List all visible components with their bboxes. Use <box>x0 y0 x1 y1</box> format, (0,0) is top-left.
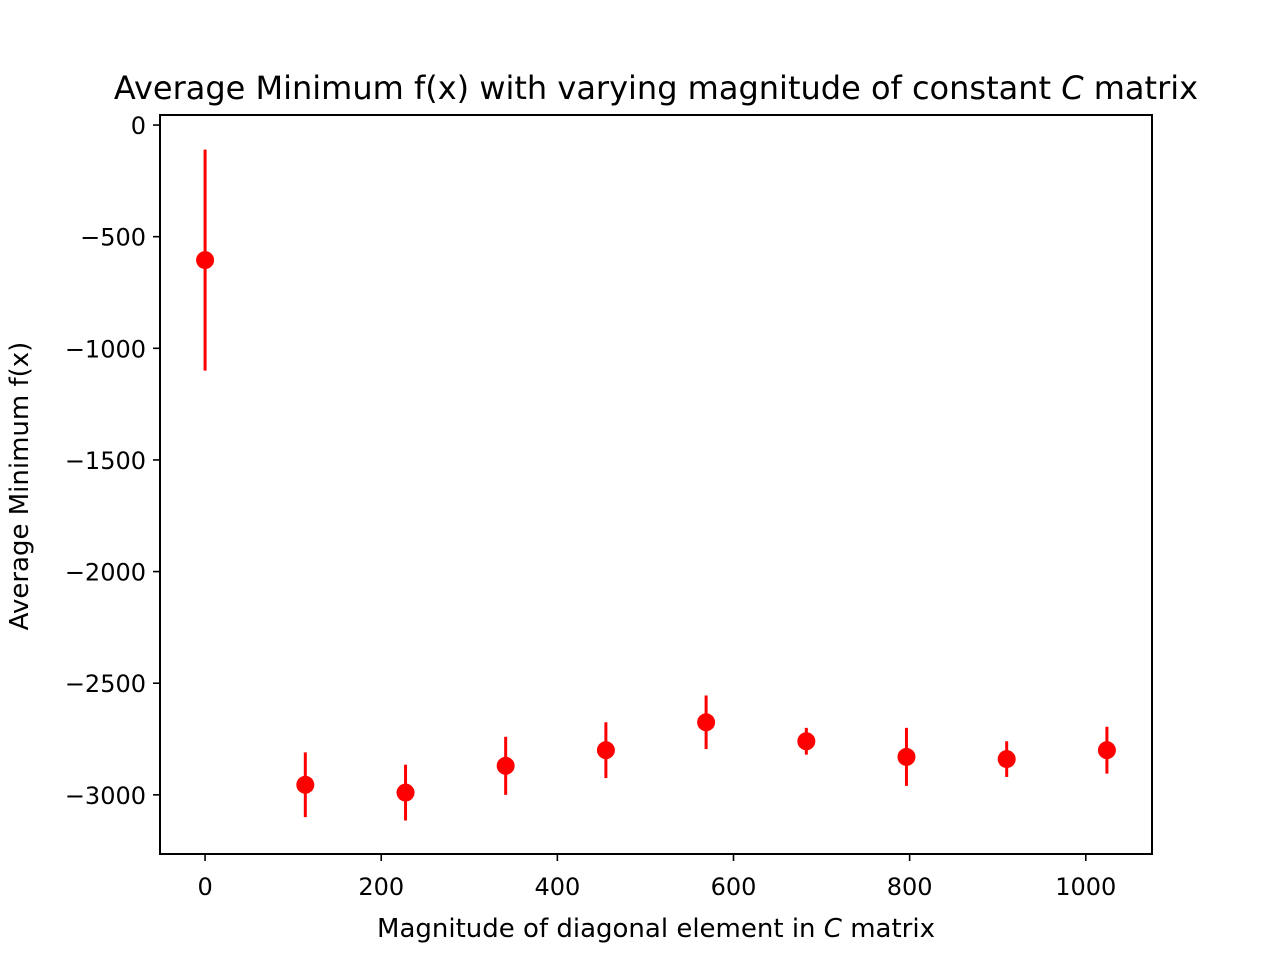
y-tick-label: −2500 <box>65 670 146 698</box>
y-tick-label: −3000 <box>65 782 146 810</box>
chart-title-suffix: matrix <box>1084 69 1198 107</box>
data-point <box>596 741 615 760</box>
y-tick-label: −500 <box>80 224 146 252</box>
x-axis-label: Magnitude of diagonal element in C matri… <box>377 914 935 944</box>
x-axis-label-italic: C <box>824 914 843 944</box>
x-axis-label-prefix: Magnitude of diagonal element in <box>377 914 824 944</box>
data-point <box>396 783 415 802</box>
y-axis-ticks: 0 −500 −1000 −1500 −2000 −2500 −3000 <box>65 112 160 810</box>
data-point <box>196 251 215 270</box>
y-tick-label: −1500 <box>65 447 146 475</box>
x-tick-label: 1000 <box>1055 873 1116 901</box>
data-point <box>897 747 916 766</box>
data-point <box>496 756 515 775</box>
y-axis-label: Average Minimum f(x) <box>5 342 35 631</box>
y-tick-label: −2000 <box>65 559 146 587</box>
data-point <box>296 775 315 794</box>
data-point <box>997 750 1016 769</box>
chart-title-italic: C <box>1061 69 1084 107</box>
x-axis-label-suffix: matrix <box>842 914 935 944</box>
data-point <box>797 732 816 751</box>
x-tick-label: 200 <box>358 873 404 901</box>
x-tick-label: 800 <box>887 873 933 901</box>
data-point <box>1097 741 1116 760</box>
x-axis-ticks: 0 200 400 600 800 1000 <box>197 854 1116 901</box>
chart-title-prefix: Average Minimum f(x) with varying magnit… <box>114 69 1061 107</box>
data-points <box>196 251 1116 802</box>
y-tick-label: −1000 <box>65 335 146 363</box>
plot-area-frame <box>159 114 1153 855</box>
chart-title: Average Minimum f(x) with varying magnit… <box>114 69 1198 107</box>
x-tick-label: 0 <box>197 873 212 901</box>
y-tick-label: 0 <box>131 112 146 140</box>
data-point <box>697 713 716 732</box>
error-bars <box>203 149 1109 821</box>
x-tick-label: 400 <box>534 873 580 901</box>
x-tick-label: 600 <box>711 873 757 901</box>
